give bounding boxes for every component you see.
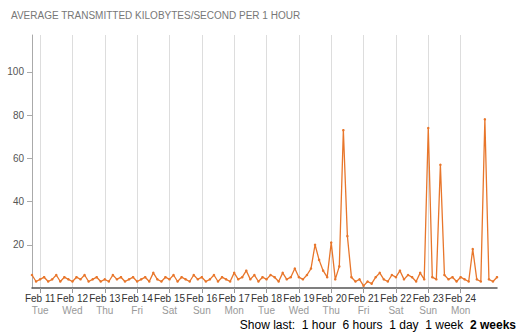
svg-text:20: 20 bbox=[13, 239, 25, 250]
svg-text:Feb 16: Feb 16 bbox=[186, 293, 218, 304]
svg-text:60: 60 bbox=[13, 153, 25, 164]
svg-text:Feb 22: Feb 22 bbox=[380, 293, 412, 304]
svg-text:Sat: Sat bbox=[388, 305, 403, 316]
svg-text:6 hours: 6 hours bbox=[343, 318, 383, 332]
svg-text:Feb 20: Feb 20 bbox=[316, 293, 348, 304]
svg-text:Tue: Tue bbox=[258, 305, 275, 316]
svg-text:Feb 17: Feb 17 bbox=[219, 293, 251, 304]
svg-text:Feb 13: Feb 13 bbox=[89, 293, 121, 304]
svg-text:Fri: Fri bbox=[358, 305, 370, 316]
svg-text:Mon: Mon bbox=[451, 305, 470, 316]
svg-text:Show last:: Show last: bbox=[240, 318, 295, 332]
svg-text:Wed: Wed bbox=[289, 305, 309, 316]
svg-text:2 weeks: 2 weeks bbox=[470, 318, 516, 332]
svg-text:Wed: Wed bbox=[62, 305, 82, 316]
svg-text:1 week: 1 week bbox=[425, 318, 464, 332]
svg-text:Feb 24: Feb 24 bbox=[445, 293, 477, 304]
svg-text:Feb 21: Feb 21 bbox=[348, 293, 380, 304]
svg-text:1 day: 1 day bbox=[389, 318, 418, 332]
svg-text:80: 80 bbox=[13, 110, 25, 121]
svg-text:1 hour: 1 hour bbox=[302, 318, 336, 332]
svg-text:Feb 11: Feb 11 bbox=[25, 293, 56, 304]
svg-text:Feb 23: Feb 23 bbox=[413, 293, 445, 304]
svg-text:Mon: Mon bbox=[224, 305, 243, 316]
svg-text:Sun: Sun bbox=[193, 305, 211, 316]
svg-text:Feb 19: Feb 19 bbox=[283, 293, 315, 304]
svg-text:Sun: Sun bbox=[419, 305, 437, 316]
svg-text:Fri: Fri bbox=[131, 305, 143, 316]
svg-text:Thu: Thu bbox=[96, 305, 113, 316]
svg-text:40: 40 bbox=[13, 196, 25, 207]
svg-text:100: 100 bbox=[7, 66, 24, 77]
svg-text:Tue: Tue bbox=[32, 305, 49, 316]
svg-text:Feb 14: Feb 14 bbox=[122, 293, 154, 304]
svg-text:Sat: Sat bbox=[162, 305, 177, 316]
svg-text:Feb 18: Feb 18 bbox=[251, 293, 283, 304]
svg-text:AVERAGE TRANSMITTED KILOBYTES/: AVERAGE TRANSMITTED KILOBYTES/SECOND PER… bbox=[11, 10, 300, 21]
svg-text:Thu: Thu bbox=[323, 305, 340, 316]
svg-text:Feb 12: Feb 12 bbox=[57, 293, 89, 304]
svg-text:Feb 15: Feb 15 bbox=[154, 293, 186, 304]
